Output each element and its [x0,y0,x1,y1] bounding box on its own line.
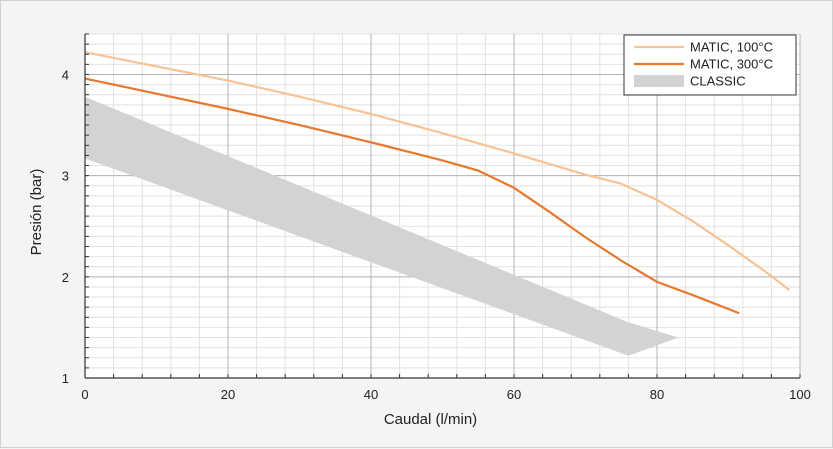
legend-label: MATIC, 100°C [690,40,773,55]
x-tick-label: 60 [507,387,521,402]
y-tick-label: 3 [62,169,69,184]
y-axis-title: Presión (bar) [28,169,45,256]
classic-band [85,96,679,356]
y-tick-label: 2 [62,270,69,285]
series-line-0 [84,51,790,291]
x-tick-label: 100 [789,387,811,402]
tick-labels: 0 20 40 60 80 100 1 2 3 4 [62,67,811,402]
x-tick-label: 80 [650,387,664,402]
x-tick-label: 20 [221,387,235,402]
legend: MATIC, 100°C MATIC, 300°C CLASSIC [623,34,797,96]
legend-label: CLASSIC [690,74,746,89]
x-axis-title: Caudal (l/min) [384,411,477,428]
classic-band-layer [85,96,679,356]
axes [84,33,801,379]
series-line-1 [84,77,740,315]
legend-label: MATIC, 300°C [690,57,773,72]
y-tick-label: 4 [62,67,69,82]
x-tick-label: 40 [364,387,378,402]
legend-swatch-band [634,75,684,87]
series-lines [84,51,790,315]
x-tick-label: 0 [81,387,88,402]
y-tick-label: 1 [62,371,69,386]
